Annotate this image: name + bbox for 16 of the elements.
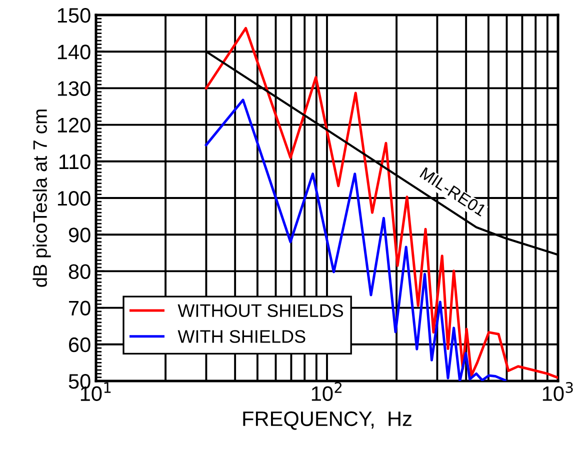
x-axis-title: FREQUENCY, Hz bbox=[243, 411, 412, 430]
x-tick-label: 10$^{2}$ bbox=[312, 382, 342, 402]
y-tick-label: 60 bbox=[69, 337, 90, 352]
y-tick-label: 140 bbox=[58, 44, 90, 60]
y-tick-label: 130 bbox=[58, 81, 90, 96]
y-tick-label: 110 bbox=[60, 154, 90, 170]
y-tick-label: 70 bbox=[69, 300, 90, 316]
y-tick-label: 100 bbox=[58, 191, 90, 206]
y-tick-label: 150 bbox=[58, 8, 90, 23]
y-axis-title: dB picoTesla at 7 cm bbox=[32, 110, 51, 287]
y-tick-label: 90 bbox=[68, 228, 90, 242]
y-tick-label: 120 bbox=[58, 118, 90, 133]
y-tick-label: 80 bbox=[68, 264, 90, 279]
legend-label: WITHOUT SHIELDS bbox=[178, 304, 344, 318]
x-tick-label: 10$^{3}$ bbox=[542, 382, 573, 402]
legend-label: WITH SHIELDS bbox=[178, 330, 306, 343]
